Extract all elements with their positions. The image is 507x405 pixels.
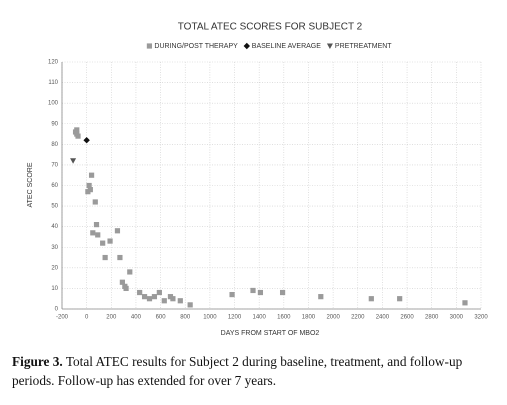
x-tick-label: 200 xyxy=(106,315,117,321)
y-tick-label: 0 xyxy=(55,307,59,313)
point xyxy=(86,182,92,189)
point xyxy=(70,158,77,164)
figure-caption: Figure 3. Total ATEC results for Subject… xyxy=(12,352,500,390)
x-axis-label: DAYS FROM START OF MBO2 xyxy=(221,330,320,337)
x-tick-label: 0 xyxy=(85,315,89,321)
point xyxy=(114,228,121,234)
x-tick-label: 2800 xyxy=(425,315,439,321)
point xyxy=(95,232,101,238)
point xyxy=(74,127,80,133)
y-tick-label: 40 xyxy=(51,224,58,230)
x-tick-label: -200 xyxy=(56,315,69,321)
point xyxy=(151,294,158,300)
y-axis-label: ATEC SCORE xyxy=(27,162,34,207)
point xyxy=(93,222,100,228)
point xyxy=(146,296,153,302)
point xyxy=(75,133,81,139)
x-tick-label: 3200 xyxy=(474,315,488,321)
legend-label: BASELINE AVERAGE xyxy=(252,43,321,50)
x-tick-label: 1000 xyxy=(203,315,217,321)
point xyxy=(462,300,468,306)
point xyxy=(107,238,113,244)
y-tick-label: 90 xyxy=(51,121,58,127)
x-tick-label: 600 xyxy=(156,315,167,321)
y-tick-label: 80 xyxy=(51,142,58,148)
point xyxy=(127,269,133,275)
x-tick-label: 1800 xyxy=(302,315,316,321)
legend-symbol xyxy=(146,43,153,49)
point xyxy=(102,254,108,261)
legend-label: DURING/POST THERAPY xyxy=(154,43,238,50)
legend-symbol xyxy=(326,43,333,49)
y-tick-label: 110 xyxy=(48,80,58,86)
point xyxy=(141,294,148,300)
x-tick-label: 1600 xyxy=(277,315,291,321)
y-tick-label: 20 xyxy=(51,265,58,271)
y-tick-label: 120 xyxy=(48,60,59,66)
y-tick-label: 60 xyxy=(51,183,58,189)
point xyxy=(85,189,91,195)
point xyxy=(88,172,95,178)
point xyxy=(257,289,264,296)
point xyxy=(92,199,98,205)
legend-label: PRETREATMENT xyxy=(335,43,392,50)
point xyxy=(137,289,143,296)
chart: TOTAL ATEC SCORES FOR SUBJECT 2 DAYS FRO… xyxy=(27,22,488,337)
point xyxy=(229,291,235,298)
y-tick-label: 50 xyxy=(51,204,58,210)
point xyxy=(368,296,374,302)
point xyxy=(119,279,125,285)
point xyxy=(123,285,129,292)
point xyxy=(318,294,324,300)
point xyxy=(177,298,183,304)
x-tick-label: 3000 xyxy=(450,315,464,321)
x-tick-label: 2000 xyxy=(326,315,340,321)
point xyxy=(117,254,123,261)
x-tick-label: 2200 xyxy=(351,315,365,321)
y-tick-label: 70 xyxy=(51,162,58,168)
chart-title: TOTAL ATEC SCORES FOR SUBJECT 2 xyxy=(178,22,363,33)
point xyxy=(156,289,162,296)
point xyxy=(187,302,193,308)
x-tick-label: 1400 xyxy=(252,315,266,321)
point xyxy=(83,137,90,144)
point xyxy=(90,230,96,236)
point xyxy=(161,298,167,304)
legend-symbol xyxy=(243,42,250,50)
point xyxy=(397,296,403,302)
point xyxy=(250,287,256,294)
caption-text: Total ATEC results for Subject 2 during … xyxy=(12,354,463,388)
point xyxy=(170,296,176,302)
x-tick-label: 1200 xyxy=(228,315,242,321)
x-tick-label: 400 xyxy=(131,315,142,321)
point xyxy=(100,240,106,246)
y-tick-label: 10 xyxy=(51,286,58,292)
point xyxy=(279,289,286,296)
y-tick-label: 100 xyxy=(48,101,59,107)
caption-label: Figure 3. xyxy=(12,354,63,369)
y-tick-label: 30 xyxy=(51,245,58,251)
x-tick-label: 800 xyxy=(180,315,191,321)
x-tick-label: 2400 xyxy=(376,315,390,321)
x-tick-label: 2600 xyxy=(400,315,414,321)
